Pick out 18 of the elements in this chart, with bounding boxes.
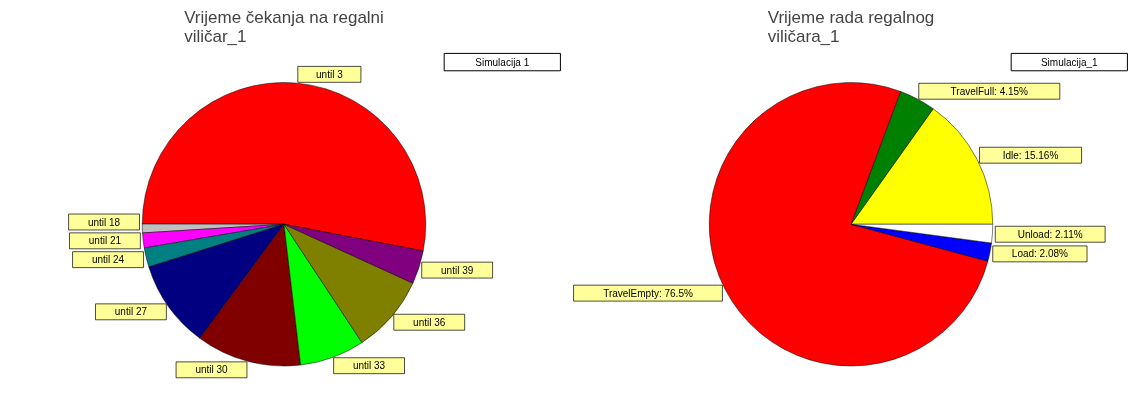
slice-label: until 27 (114, 306, 148, 318)
text: Simulacija_1 (1040, 56, 1099, 68)
slice-label: TravelFull: 4.15% (950, 85, 1029, 97)
slice-label: Unload: 2.11% (1017, 228, 1083, 240)
slice-label: until 33 (352, 360, 386, 372)
slice-label: Load: 2.08% (1011, 248, 1069, 260)
slice-label: until 24 (91, 254, 125, 266)
slice-label: until 39 (441, 264, 474, 276)
slice-label: until 3 (316, 68, 344, 80)
chart-title: Vrijeme čekanja na regalni viličar_1 (184, 7, 384, 46)
text: Simulacija 1 (475, 56, 530, 68)
slice-label: until 18 (87, 216, 121, 228)
chart-title: Vrijeme rada regalnog viličara_1 (767, 7, 935, 46)
slice-label: until 36 (413, 316, 446, 328)
slice-label: TravelEmpty: 76.5% (603, 287, 693, 299)
slice-label: Idle: 15.16% (1002, 149, 1059, 161)
slice-label: until 30 (195, 364, 229, 376)
slice-label: until 21 (88, 235, 122, 247)
